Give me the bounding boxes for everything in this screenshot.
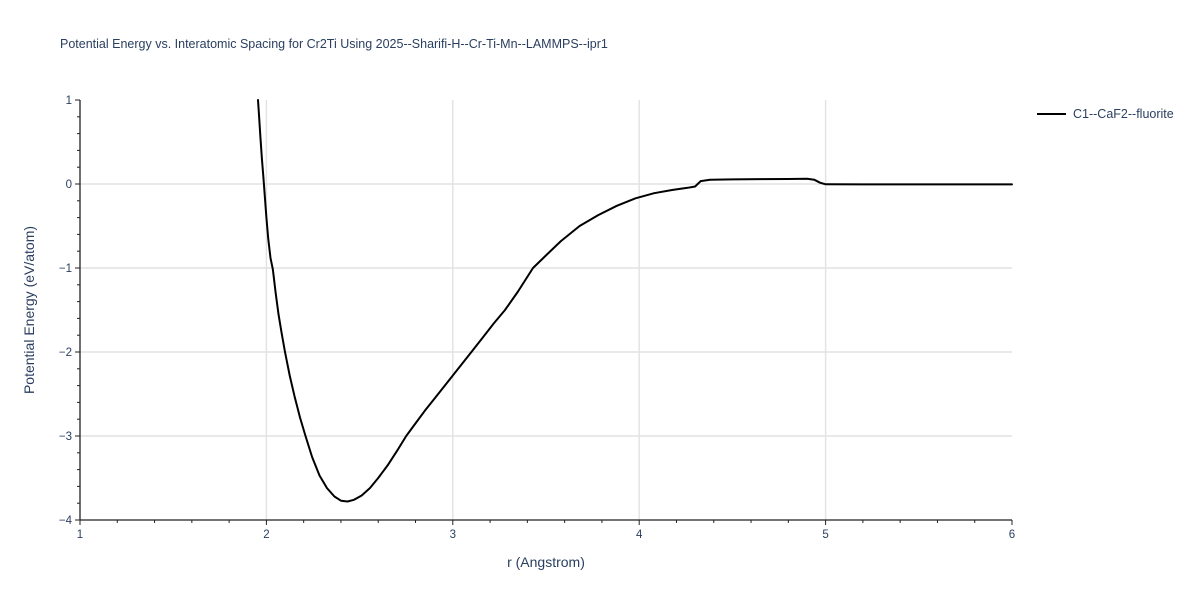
legend-item[interactable]: C1--CaF2--fluorite [1037,107,1174,121]
y-tick-label: −1 [59,263,72,275]
x-axis-title: r (Angstrom) [507,554,585,570]
series-line [257,99,1013,503]
x-tick-label: 1 [77,529,83,541]
y-tick-label: −2 [59,347,72,359]
legend-label: C1--CaF2--fluorite [1073,107,1174,121]
x-tick-label: 4 [636,529,643,541]
x-tick-label: 5 [822,529,828,541]
legend-line-sample [1037,113,1066,115]
y-tick-label: 1 [66,95,72,107]
chart-title: Potential Energy vs. Interatomic Spacing… [60,37,608,51]
x-tick-label: 3 [450,529,456,541]
y-tick-label: 0 [66,179,72,191]
x-tick-label: 6 [1009,529,1015,541]
x-tick-label: 2 [263,529,269,541]
y-axis-title: Potential Energy (eV/atom) [21,225,37,395]
y-tick-label: −4 [59,515,73,527]
y-tick-label: −3 [59,431,72,443]
